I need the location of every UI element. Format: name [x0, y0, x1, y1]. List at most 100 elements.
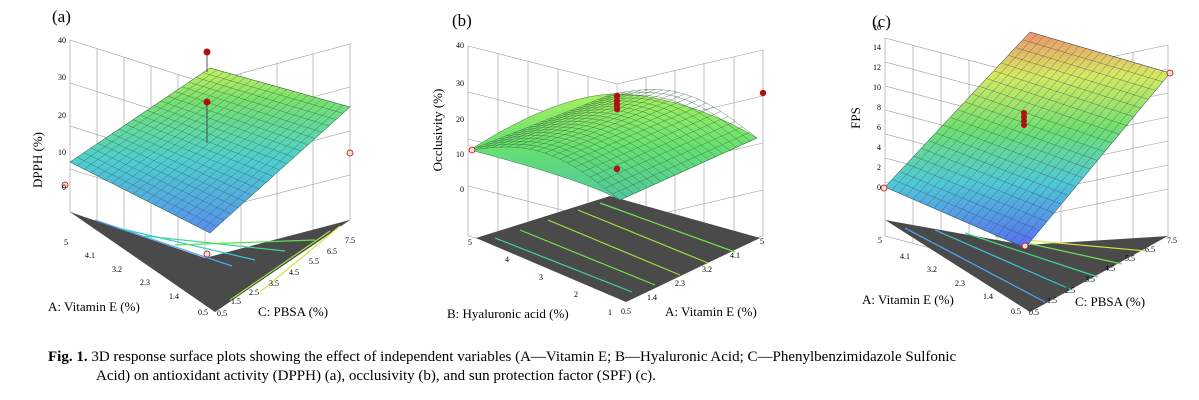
panel-c-z-axis-title: FPS — [848, 107, 863, 129]
z-tick-label: 40 — [456, 41, 464, 50]
design-point — [203, 48, 211, 56]
design-point — [203, 250, 211, 258]
mesh-line — [989, 62, 1136, 233]
mesh-line — [961, 54, 1108, 221]
panel-a-y-axis-title: A: Vitamin E (%) — [48, 299, 140, 314]
mesh-line — [567, 102, 707, 164]
x-tick-label: 4.5 — [289, 268, 299, 277]
mesh-line — [1010, 68, 1157, 243]
design-point — [880, 184, 888, 192]
mesh-line — [569, 106, 717, 157]
y-tick-label: 3.2 — [927, 265, 937, 274]
panel-c-surface — [884, 31, 1171, 249]
design-point — [1166, 69, 1174, 77]
mesh-line — [188, 101, 330, 223]
caption-text-line2: Acid) on antioxidant activity (DPPH) (a)… — [96, 368, 656, 384]
y-tick-label: 5 — [878, 236, 882, 245]
mesh-line — [1003, 66, 1150, 239]
mesh-line — [195, 102, 337, 227]
x-tick-label: 7.5 — [1167, 236, 1177, 245]
design-point — [468, 146, 476, 154]
mesh-line — [174, 97, 316, 216]
panel-b-design-points — [468, 89, 767, 173]
panel-b-y-axis-title: B: Hyaluronic acid (%) — [447, 306, 569, 321]
design-point — [1021, 122, 1027, 128]
design-point — [203, 98, 211, 106]
panel-c-design-points — [880, 69, 1174, 250]
panel-c-floor — [885, 220, 1168, 312]
mesh-line — [202, 72, 344, 114]
panel-c-y-axis-title: A: Vitamin E (%) — [862, 292, 954, 307]
mesh-line — [1029, 31, 1171, 74]
mesh-line — [1022, 39, 1163, 82]
y-tick-label: 2.3 — [955, 279, 965, 288]
y-tick-label: 1 — [608, 308, 612, 317]
panel-c: (c) — [848, 12, 1177, 317]
mesh-line — [993, 70, 1134, 117]
mesh-line — [167, 96, 309, 145]
x-tick-label: 5.5 — [1125, 254, 1135, 263]
z-tick-label: 10 — [456, 150, 464, 159]
mesh-line — [181, 86, 323, 133]
panel-b-label: (b) — [452, 11, 472, 30]
mesh-line — [552, 96, 692, 156]
panel-c-surface-mesh — [884, 31, 1171, 249]
mesh-line — [597, 121, 736, 183]
panel-a-design-points — [61, 48, 354, 258]
caption-text-line1: 3D response surface plots showing the ef… — [91, 349, 957, 365]
mesh-line — [604, 126, 743, 189]
panel-c-z-ticks: 0 2 4 6 8 10 12 14 16 — [873, 23, 881, 192]
z-tick-label: 0 — [460, 185, 464, 194]
z-tick-label: 6 — [877, 123, 881, 132]
z-tick-label: 14 — [873, 43, 881, 52]
mesh-line — [160, 93, 302, 209]
panel-b-x-axis-title: A: Vitamin E (%) — [665, 304, 757, 319]
figure-caption: Fig. 1. 3D response surface plots showin… — [48, 348, 1158, 386]
z-tick-label: 10 — [873, 83, 881, 92]
x-tick-label: 0.5 — [1029, 308, 1039, 317]
y-tick-label: 2.3 — [140, 278, 150, 287]
panel-b-floor-contours — [494, 202, 736, 293]
y-tick-label: 1.4 — [169, 292, 179, 301]
mesh-line — [968, 56, 1115, 224]
panel-a-surface-mesh — [69, 67, 351, 234]
mesh-line — [153, 105, 295, 158]
z-tick-label: 30 — [58, 73, 66, 82]
panel-c-floor-contours — [904, 227, 1147, 303]
mesh-line — [597, 95, 744, 145]
panel-c-y-ticks: 5 4.1 3.2 2.3 1.4 0.5 — [878, 236, 1021, 316]
design-point — [613, 105, 621, 113]
x-tick-label: 2.3 — [675, 279, 685, 288]
panel-b-surface-mesh — [469, 89, 758, 201]
mesh-line — [576, 103, 723, 154]
mesh-line — [971, 93, 1113, 144]
y-tick-label: 0.5 — [1011, 307, 1021, 316]
panel-b-z-ticks: 0 10 20 30 40 — [456, 41, 464, 194]
mesh-line — [1017, 70, 1164, 246]
x-tick-label: 1.5 — [1047, 296, 1057, 305]
mesh-line — [612, 132, 750, 195]
y-tick-label: 0.5 — [198, 308, 208, 317]
panel-a-z-axis-title: DPPH (%) — [30, 132, 45, 188]
panel-a-floor — [70, 212, 350, 312]
z-tick-label: 4 — [877, 143, 881, 152]
mesh-line — [1000, 62, 1142, 109]
x-tick-label: 3.5 — [1085, 275, 1095, 284]
panel-c-label: (c) — [872, 12, 891, 31]
x-tick-label: 4.5 — [1105, 264, 1115, 273]
panel-a-x-ticks: 0.5 1.5 2.5 3.5 4.5 5.5 6.5 7.5 — [217, 236, 355, 318]
mesh-line — [589, 116, 729, 178]
mesh-line — [559, 99, 700, 160]
mesh-line — [562, 109, 710, 160]
mesh-line — [975, 58, 1122, 227]
x-tick-label: 6.5 — [327, 247, 337, 256]
z-tick-label: 30 — [456, 79, 464, 88]
panel-a-label: (a) — [52, 7, 71, 26]
mesh-line — [167, 95, 309, 212]
panel-a: (a) — [30, 7, 355, 319]
mesh-line — [986, 78, 1127, 126]
mesh-line — [1008, 55, 1149, 100]
mesh-line — [619, 137, 758, 201]
x-tick-label: 5.5 — [309, 257, 319, 266]
x-tick-label: 4.1 — [730, 251, 740, 260]
